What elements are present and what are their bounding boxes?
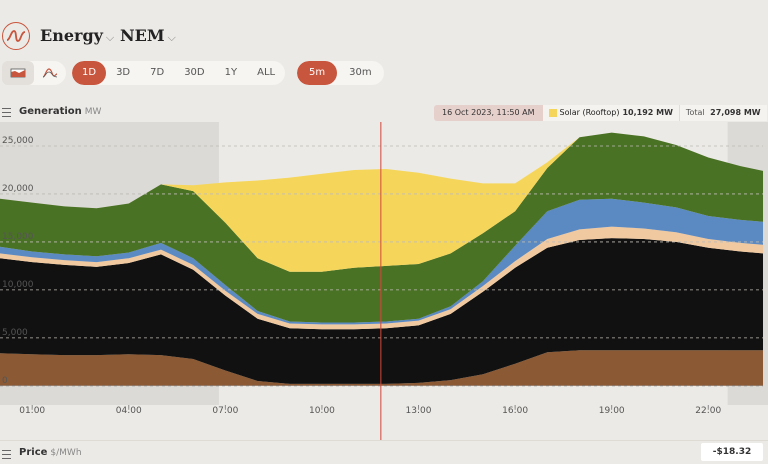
region-menu-label: NEM	[120, 26, 165, 45]
interval-selector: 5m 30m	[297, 61, 384, 85]
energy-menu-label: Energy	[40, 26, 103, 45]
y-tick-label: 5,000	[2, 328, 28, 338]
generation-unit: MW	[84, 107, 102, 117]
hamburger-menu-icon[interactable]	[2, 108, 11, 117]
range-1y[interactable]: 1Y	[224, 67, 238, 78]
tooltip-series-name: Solar (Rooftop)	[559, 108, 620, 117]
tooltip-total: Total 27,098 MW	[678, 105, 767, 121]
price-panel-header: Price $/MWh	[0, 440, 768, 464]
tooltip-total-value: 27,098 MW	[710, 108, 761, 117]
tooltip-series-value: 10,192 MW	[622, 108, 673, 117]
x-axis-band	[0, 405, 768, 440]
generation-panel-header: Generation MW	[0, 104, 768, 122]
range-selector: 1D 3D 7D 30D 1Y ALL	[72, 61, 286, 85]
generation-chart[interactable]: 25,000 20,000 15,000 10,000 5,000 0 01:00 04:0…	[0, 122, 768, 440]
stacked-area-chart-icon[interactable]	[2, 61, 34, 85]
energy-menu[interactable]: Energy ⌵	[40, 26, 114, 45]
tooltip-date: 16 Oct 2023, 11:50 AM	[434, 105, 543, 121]
hover-tooltip: 16 Oct 2023, 11:50 AM Solar (Rooftop) 10…	[434, 105, 767, 121]
stacked-areas	[0, 132, 763, 386]
chevron-down-icon: ⌵	[167, 31, 176, 44]
area-series-3	[0, 198, 763, 325]
region-menu[interactable]: NEM ⌵	[120, 26, 176, 45]
generation-title-text: Generation	[19, 106, 82, 117]
y-tick-label: 10,000	[2, 280, 34, 290]
range-30d[interactable]: 30D	[184, 67, 205, 78]
chevron-down-icon: ⌵	[105, 31, 115, 44]
area-series-1	[0, 238, 763, 384]
range-1d[interactable]: 1D	[72, 61, 107, 85]
y-axis-ticks: 25,000 20,000 15,000 10,000 5,000 0	[2, 136, 34, 386]
x-tick-label: 16:00	[502, 406, 528, 416]
y-tick-label: 15,000	[2, 232, 34, 242]
y-tick-label: 0	[2, 376, 8, 386]
x-axis-ticks: 01:00 04:00 07:00 10:00 13:00 16:00 19:00 22:00	[19, 405, 722, 416]
x-tick-label: 07:00	[212, 406, 238, 416]
area-series-4	[0, 132, 763, 323]
tooltip-series-swatch	[548, 109, 557, 117]
price-title: Price $/MWh	[19, 447, 82, 458]
x-tick-label: 04:00	[116, 406, 142, 416]
price-title-text: Price	[19, 447, 48, 458]
generation-title: Generation MW	[19, 106, 101, 117]
top-bar: Energy ⌵ NEM ⌵	[0, 0, 768, 60]
chart-type-toggle	[2, 61, 66, 85]
area-series-2	[0, 226, 763, 330]
line-chart-icon[interactable]	[34, 61, 66, 85]
tooltip-total-label: Total	[685, 108, 705, 117]
area-series-5	[0, 132, 763, 272]
range-3d[interactable]: 3D	[116, 67, 131, 78]
x-tick-label: 19:00	[599, 406, 625, 416]
interval-5m[interactable]: 5m	[297, 61, 338, 85]
range-all[interactable]: ALL	[257, 67, 276, 78]
x-tick-label: 22:00	[695, 406, 721, 416]
waveform-logo-icon[interactable]	[2, 22, 30, 50]
x-tick-label: 13:00	[406, 406, 432, 416]
range-7d[interactable]: 7D	[150, 67, 165, 78]
interval-30m[interactable]: 30m	[349, 67, 372, 78]
x-tick-label: 01:00	[19, 406, 45, 416]
area-series-0	[0, 350, 763, 386]
x-tick-label: 10:00	[309, 406, 335, 416]
price-value: -$18.32	[701, 443, 763, 461]
price-unit: $/MWh	[50, 448, 82, 458]
tooltip-series: Solar (Rooftop) 10,192 MW	[542, 105, 679, 121]
grid-lines	[0, 145, 763, 387]
hamburger-menu-icon[interactable]	[2, 450, 11, 459]
y-tick-label: 25,000	[2, 136, 34, 146]
y-tick-label: 20,000	[2, 184, 34, 194]
